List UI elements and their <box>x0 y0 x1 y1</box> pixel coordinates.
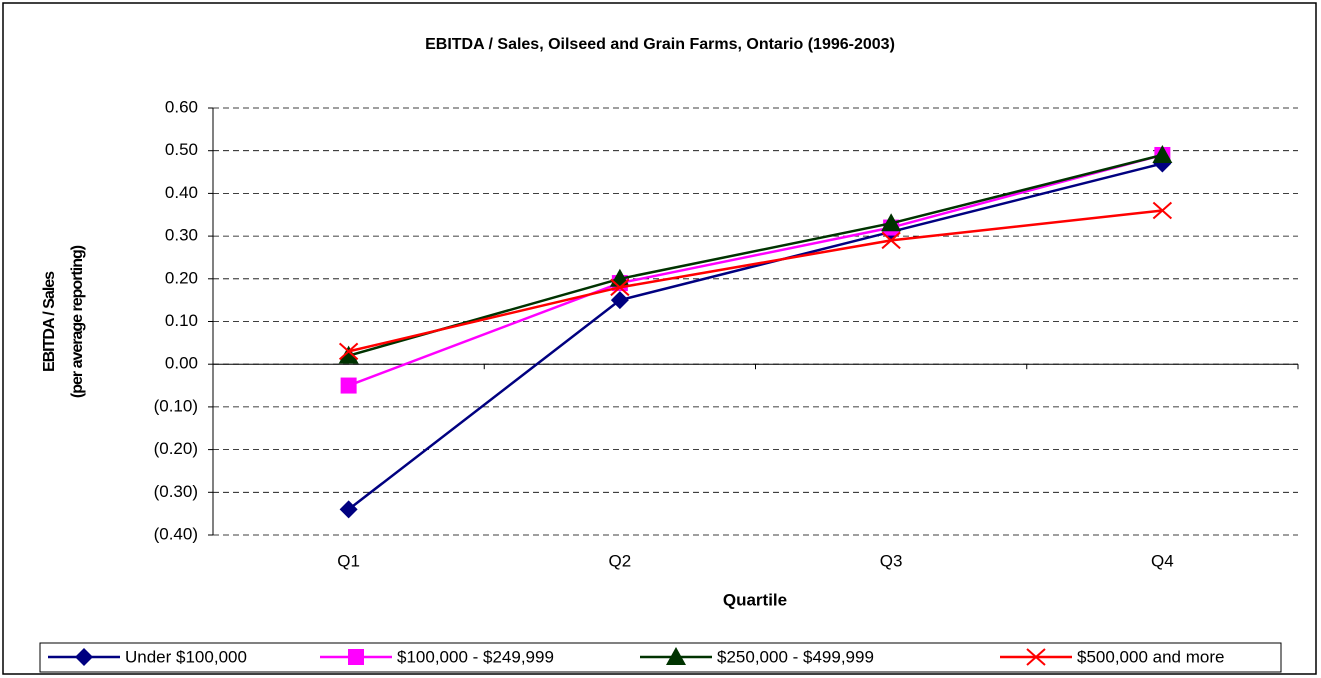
data-point <box>339 500 358 519</box>
y-tick-label: 0.30 <box>165 226 198 245</box>
y-tick-label: (0.30) <box>154 482 198 501</box>
legend-label: Under $100,000 <box>125 647 247 666</box>
x-tick-label: Q2 <box>609 551 632 570</box>
legend-label: $100,000 - $249,999 <box>397 647 554 666</box>
legend-label: $500,000 and more <box>1077 647 1224 666</box>
x-tick-label: Q1 <box>337 551 360 570</box>
legend-marker <box>75 648 93 666</box>
y-tick-label: (0.20) <box>154 439 198 458</box>
series-line <box>348 153 1163 357</box>
series-line <box>348 209 1163 353</box>
y-tick-label: 0.50 <box>165 140 198 159</box>
x-axis-label: Quartile <box>723 590 787 609</box>
series-line <box>348 153 1163 387</box>
data-point <box>881 213 902 232</box>
series-line <box>347 162 1163 511</box>
data-point <box>610 278 630 297</box>
legend-marker <box>666 647 686 665</box>
y-tick-label: (0.40) <box>154 524 198 543</box>
x-tick-label: Q4 <box>1151 551 1174 570</box>
data-point <box>338 342 359 361</box>
y-axis-label: (per average reporting) <box>69 245 86 398</box>
y-tick-label: 0.60 <box>165 97 198 116</box>
y-axis-label: EBITDA / Sales <box>41 271 58 372</box>
data-point <box>881 231 901 250</box>
legend-label: $250,000 - $499,999 <box>717 647 874 666</box>
y-tick-label: 0.40 <box>165 183 198 202</box>
y-tick-label: 0.20 <box>165 268 198 287</box>
data-point <box>338 345 359 364</box>
legend-marker <box>348 649 364 665</box>
y-tick-label: 0.00 <box>165 354 198 373</box>
legend-marker <box>1026 648 1046 666</box>
y-tick-label: (0.10) <box>154 396 198 415</box>
x-tick-label: Q3 <box>880 551 903 570</box>
data-point <box>1152 144 1173 163</box>
data-point <box>1152 201 1173 220</box>
data-point <box>340 377 357 394</box>
y-tick-label: 0.10 <box>165 311 198 330</box>
chart-title: EBITDA / Sales, Oilseed and Grain Farms,… <box>425 36 895 53</box>
data-point <box>610 291 629 310</box>
